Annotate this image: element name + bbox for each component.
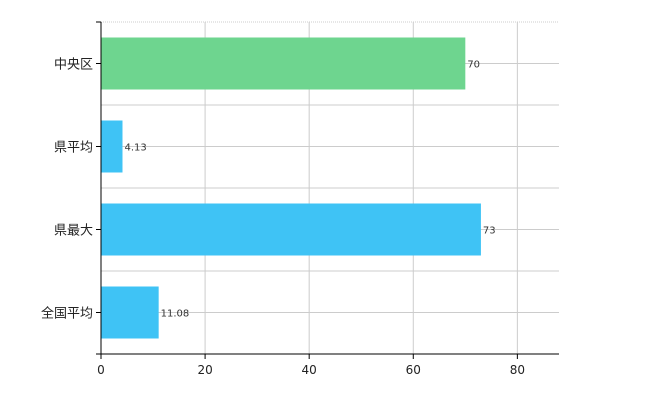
bar-1 — [101, 120, 123, 173]
value-label-1: 4.13 — [124, 143, 146, 154]
value-labels: 70 4.13 73 11.08 — [124, 60, 495, 320]
x-tick-label-80: 80 — [510, 363, 525, 377]
x-tick-label-0: 0 — [97, 363, 105, 377]
value-label-0: 70 — [467, 60, 480, 71]
axes — [96, 21, 559, 355]
bar-0 — [101, 37, 466, 90]
x-axis-ticks: 0 20 40 60 80 — [97, 354, 525, 377]
value-label-2: 73 — [483, 226, 496, 237]
bar-3 — [101, 286, 159, 339]
category-label-2: 県最大 — [54, 224, 93, 239]
x-tick-label-40: 40 — [302, 363, 317, 377]
x-tick-label-20: 20 — [197, 363, 212, 377]
bar-2 — [101, 203, 481, 256]
x-tick-label-60: 60 — [406, 363, 421, 377]
category-label-0: 中央区 — [54, 58, 93, 73]
category-label-1: 県平均 — [54, 141, 93, 156]
bars — [101, 37, 481, 339]
value-label-3: 11.08 — [161, 309, 190, 320]
category-label-3: 全国平均 — [41, 306, 93, 322]
